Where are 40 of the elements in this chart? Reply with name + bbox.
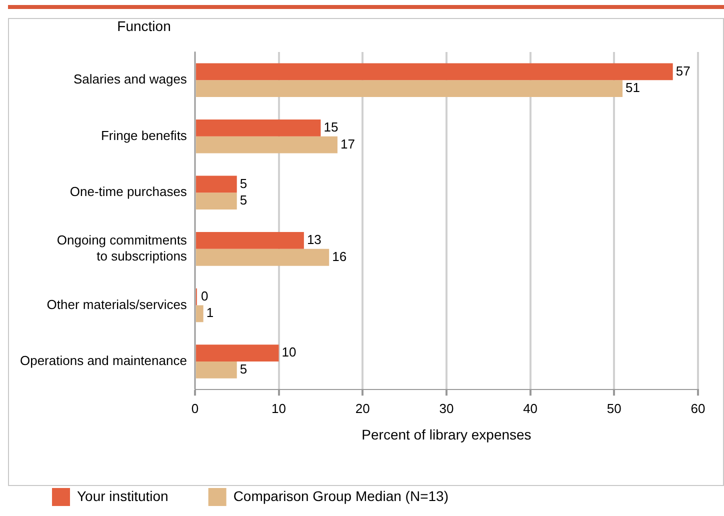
y-tick-label: Operations and maintenance xyxy=(20,353,187,368)
legend-label: Comparison Group Median (N=13) xyxy=(233,488,448,504)
y-tick-label: Other materials/services xyxy=(46,296,188,312)
y-tick-label: Salaries and wages xyxy=(73,72,188,87)
bar xyxy=(196,63,673,80)
bar xyxy=(196,192,237,210)
bar xyxy=(196,176,237,193)
y-tick-label: Fringe benefits xyxy=(100,128,188,143)
bar xyxy=(196,248,330,266)
x-tick-label: 50 xyxy=(606,400,622,416)
data-label: 17 xyxy=(340,136,355,152)
x-tick-label: 60 xyxy=(690,400,706,416)
data-label: 1 xyxy=(206,305,214,320)
data-label: 0 xyxy=(200,288,208,304)
data-label: 57 xyxy=(676,63,690,78)
data-label: 51 xyxy=(626,80,640,96)
data-label: 15 xyxy=(324,120,338,135)
bar xyxy=(196,136,338,154)
x-axis-title: Percent of library expenses xyxy=(362,426,532,442)
data-label: 13 xyxy=(306,232,322,248)
y-tick-label: Ongoing commitments to subscriptions xyxy=(56,232,188,264)
x-tick-label: 20 xyxy=(355,400,370,416)
x-tick-label: 0 xyxy=(191,400,199,416)
legend-label: Your institution xyxy=(77,488,168,504)
y-tick-label: One-time purchases xyxy=(70,184,188,200)
bar xyxy=(196,361,237,378)
x-tick-label: 40 xyxy=(523,400,538,416)
y-axis-title: Function xyxy=(117,18,171,34)
data-label: 5 xyxy=(240,192,248,208)
data-label: 16 xyxy=(332,248,347,264)
x-tick-label: 10 xyxy=(272,400,286,416)
data-label: 5 xyxy=(240,361,248,376)
bar xyxy=(196,120,321,136)
x-tick-label: 30 xyxy=(439,400,454,416)
data-label: 10 xyxy=(282,344,296,360)
data-label: 5 xyxy=(240,176,248,191)
bar xyxy=(196,232,304,249)
bar xyxy=(196,80,623,98)
bar xyxy=(196,305,204,322)
bar xyxy=(196,344,279,362)
